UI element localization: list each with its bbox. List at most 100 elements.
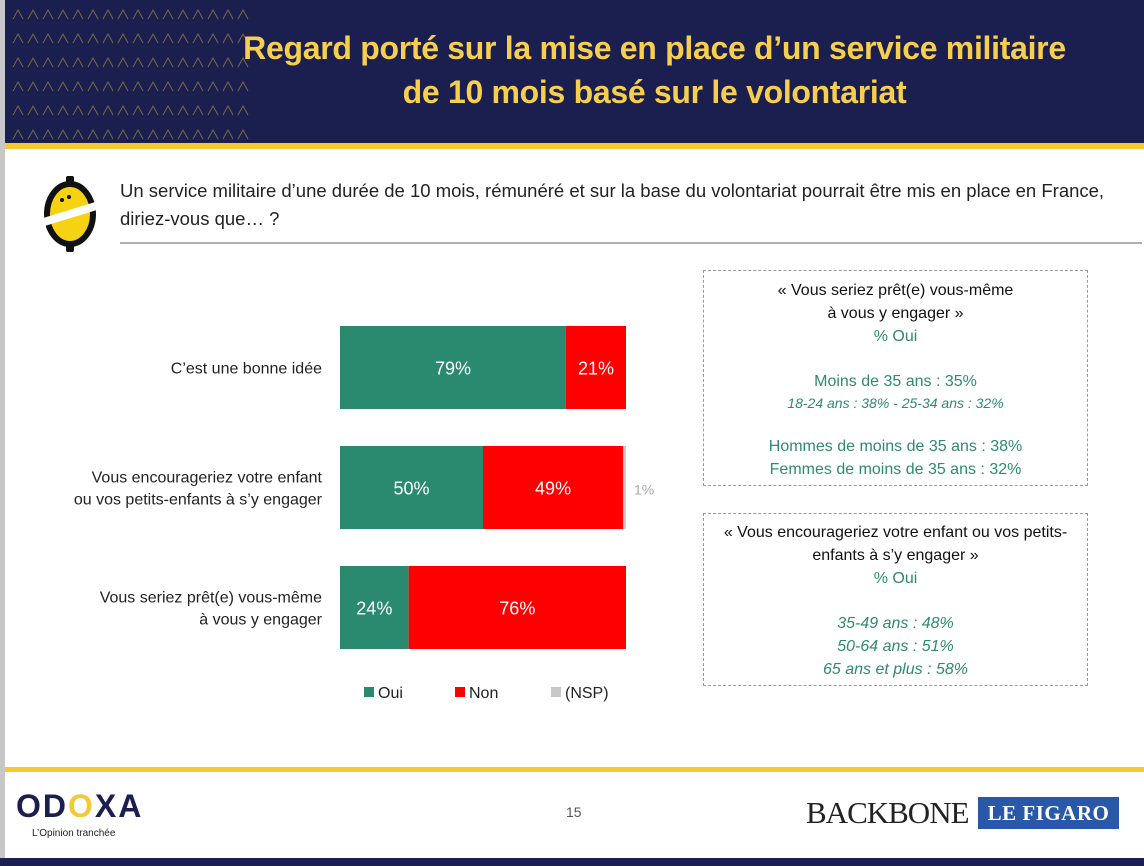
chevron-mark [207,56,219,68]
insight-box-self-engagement: « Vous seriez prêt(e) vous-même à vous y… [703,270,1088,486]
chevron-mark [162,80,174,92]
box1-line: Moins de 35 ans : 35% [814,373,977,390]
chevron-mark [177,80,189,92]
category-label: Vous encourageriez votre enfant [92,470,323,487]
chevron-mark [102,128,114,140]
chevron-mark [147,128,159,140]
question-divider [120,242,1142,244]
legend-swatch [364,687,374,697]
box2-line: 65 ans et plus : 58% [823,661,968,678]
chevron-mark [57,128,69,140]
chevron-mark [42,32,54,44]
chevron-mark [192,8,204,20]
category-label: à vous y engager [199,612,322,629]
survey-question: Un service militaire d’une durée de 10 m… [120,180,1105,229]
chevron-mark [57,104,69,116]
chevron-mark [27,56,39,68]
chevron-mark [72,128,84,140]
chevron-mark [42,104,54,116]
chevron-mark [207,32,219,44]
chevron-mark [72,56,84,68]
chevron-mark [207,104,219,116]
legend-label: Non [469,685,498,702]
chevron-mark [192,32,204,44]
legend-label: (NSP) [565,685,609,702]
chevron-mark [192,128,204,140]
le-figaro-logo: LE FIGARO [978,797,1119,829]
odoxa-tagline: L’Opinion tranchée [32,828,116,839]
category-label: Vous seriez prêt(e) vous-même [100,590,322,607]
chevron-mark [27,8,39,20]
chevron-mark [192,80,204,92]
chevron-mark [147,56,159,68]
chevron-mark [237,128,249,140]
chevron-mark [222,8,234,20]
box2-title: « Vous encourageriez votre enfant ou vos… [723,524,1068,564]
chevron-mark [237,104,249,116]
data-label: 50% [393,479,429,499]
chevron-mark [132,8,144,20]
chevron-mark [222,80,234,92]
bar-segment-non [408,566,626,649]
box2-subtitle: % Oui [873,570,918,587]
chevron-mark [207,128,219,140]
chevron-mark [162,128,174,140]
chevron-mark [87,80,99,92]
chevron-mark [207,80,219,92]
chevron-mark [117,8,129,20]
chevron-mark [27,80,39,92]
page-number: 15 [566,804,582,820]
chevron-mark [87,128,99,140]
chevron-mark [237,56,249,68]
box1-line: Femmes de moins de 35 ans : 32% [769,461,1022,478]
box1-line: 18-24 ans : 38% - 25-34 ans : 32% [787,395,1004,411]
stacked-bar-chart: C’est une bonne idée 79% 21% Vous encourage… [74,326,654,702]
chevron-mark [237,8,249,20]
footer-accent-bar [5,767,1144,772]
chevron-mark [57,56,69,68]
chevron-mark [132,80,144,92]
chevron-mark [102,8,114,20]
chevron-mark [147,104,159,116]
bottom-strip [0,858,1144,866]
chevron-mark [132,32,144,44]
chevron-mark [42,56,54,68]
chevron-mark [87,32,99,44]
legend-label: Oui [378,685,403,702]
chevron-mark [57,8,69,20]
bar-segment-nsp [623,446,626,529]
box2-line: 35-49 ans : 48% [837,615,954,632]
chevron-mark [27,104,39,116]
chevron-mark [132,104,144,116]
chevron-mark [102,32,114,44]
chevron-mark [72,80,84,92]
chevron-mark [222,32,234,44]
chevron-mark [117,80,129,92]
bar-segment-non [483,446,624,529]
slide-title: Regard porté sur la mise en place d’un s… [243,30,1066,110]
chevron-mark [177,104,189,116]
chevron-mark [12,104,24,116]
chevron-mark [72,104,84,116]
slide-left-edge [0,0,5,866]
chevron-mark [147,80,159,92]
chevron-mark [42,128,54,140]
chevron-mark [177,8,189,20]
chevron-mark [162,56,174,68]
slide-header: Regard porté sur la mise en place d’un s… [5,0,1144,143]
bar-segment-oui [340,326,566,409]
chevron-mark [42,80,54,92]
chevron-mark [117,32,129,44]
chevron-mark [12,128,24,140]
chevron-mark [147,32,159,44]
chevron-mark [162,32,174,44]
chevron-mark [72,8,84,20]
category-label: C’est une bonne idée [171,361,322,378]
chevron-mark [12,80,24,92]
box2-line: 50-64 ans : 51% [837,638,954,655]
bar-segment-oui [340,566,409,649]
odoxa-logo: ODOXA [16,788,144,824]
category-label: ou vos petits-enfants à s’y engager [74,492,323,509]
chevron-mark [132,56,144,68]
chevron-mark [57,80,69,92]
